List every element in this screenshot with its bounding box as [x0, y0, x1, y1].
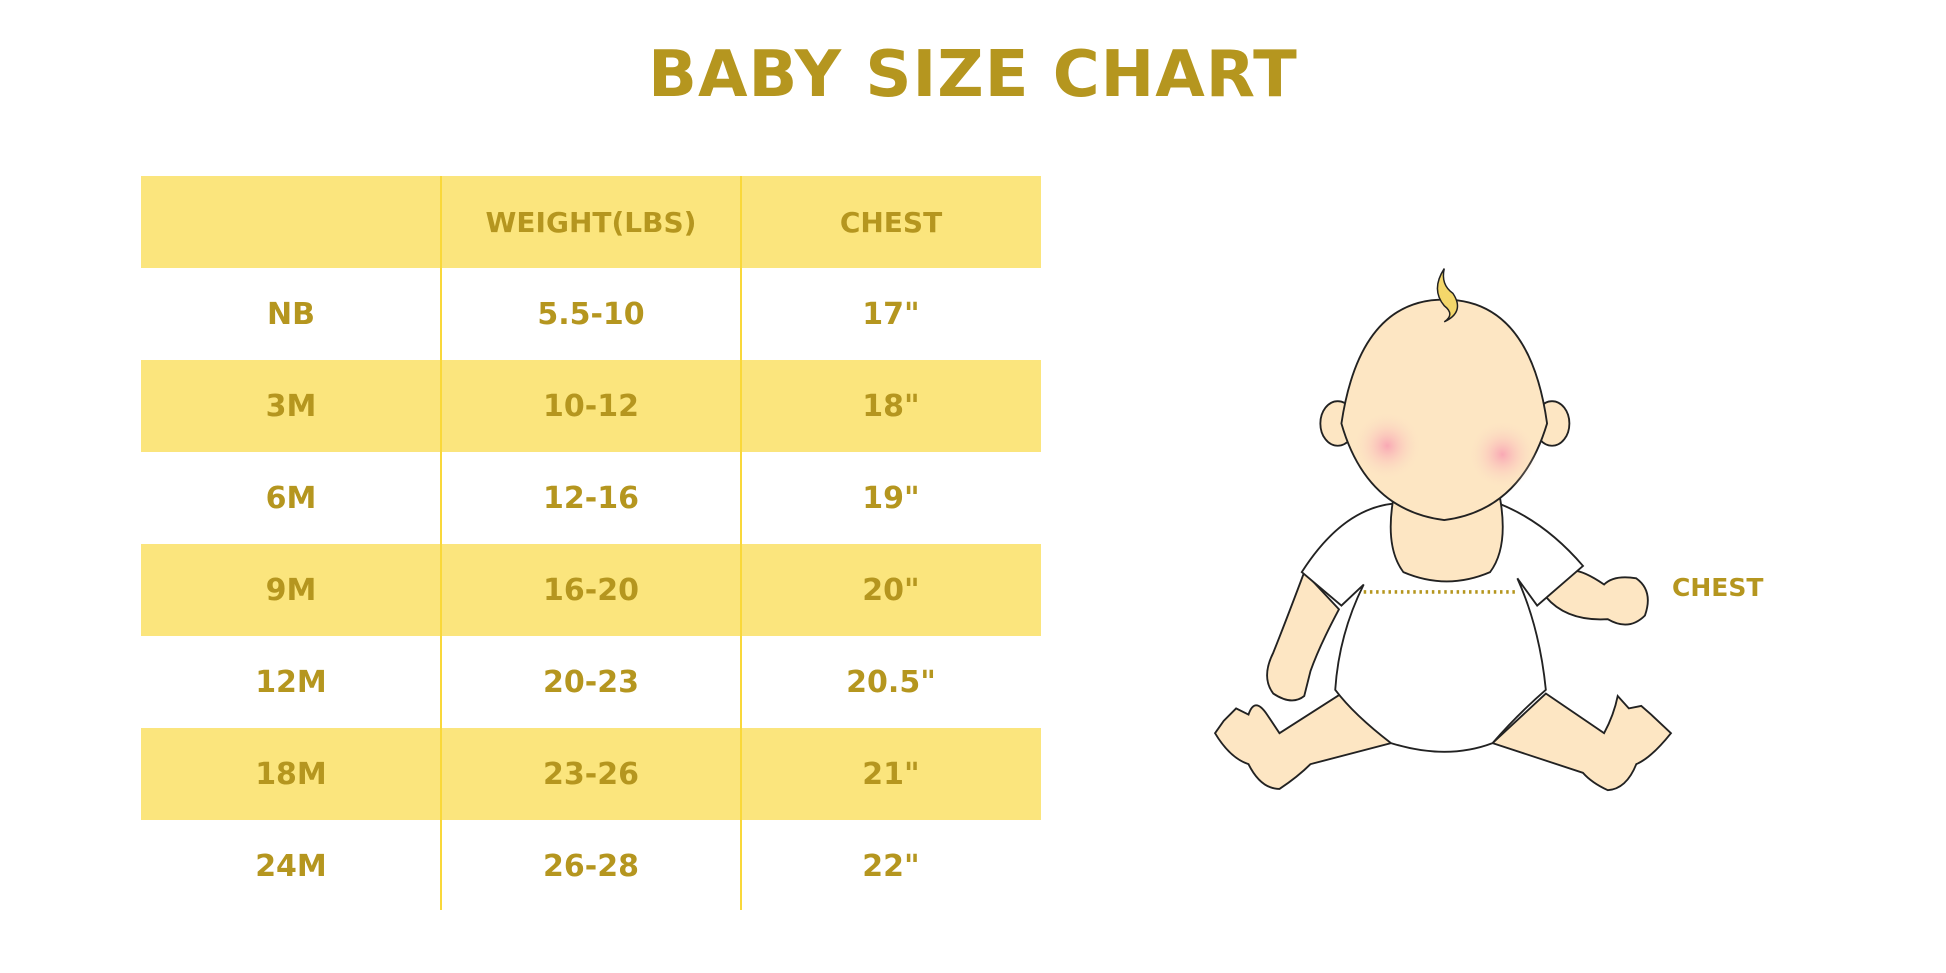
- chest-cell: 17": [862, 296, 920, 332]
- table-row: NB 5.5-10 17": [141, 268, 1041, 360]
- size-cell: 3M: [265, 388, 317, 424]
- chest-cell: 19": [862, 480, 920, 516]
- table-header-row: WEIGHT(LBS) CHEST: [141, 176, 1041, 268]
- chest-cell: 20": [862, 572, 920, 608]
- weight-cell: 26-28: [543, 848, 639, 884]
- page-title: BABY SIZE CHART: [648, 38, 1298, 112]
- weight-cell: 20-23: [543, 664, 639, 700]
- size-table: WEIGHT(LBS) CHEST NB 5.5-10 17" 3M 10-12…: [141, 176, 1041, 912]
- weight-cell: 5.5-10: [537, 296, 645, 332]
- size-cell: NB: [267, 296, 315, 332]
- size-cell: 12M: [255, 664, 327, 700]
- size-cell: 9M: [265, 572, 317, 608]
- weight-cell: 10-12: [543, 388, 639, 424]
- column-divider: [740, 176, 742, 910]
- size-cell: 24M: [255, 848, 327, 884]
- weight-cell: 12-16: [543, 480, 639, 516]
- header-chest: CHEST: [839, 205, 943, 239]
- baby-head: [1340, 298, 1549, 522]
- weight-cell: 23-26: [543, 756, 639, 792]
- weight-cell: 16-20: [543, 572, 639, 608]
- baby-illustration: [1213, 268, 1673, 792]
- size-cell: 18M: [255, 756, 327, 792]
- table-row: 24M 26-28 22": [141, 820, 1041, 912]
- onesie: [1300, 503, 1585, 753]
- table-row: 3M 10-12 18": [141, 360, 1041, 452]
- table-row: 18M 23-26 21": [141, 728, 1041, 820]
- table-row: 12M 20-23 20.5": [141, 636, 1041, 728]
- table-row: 6M 12-16 19": [141, 452, 1041, 544]
- size-cell: 6M: [265, 480, 317, 516]
- chest-cell: 21": [862, 756, 920, 792]
- column-divider: [440, 176, 442, 910]
- chest-label: CHEST: [1672, 573, 1764, 602]
- chest-cell: 20.5": [846, 664, 936, 700]
- chest-cell: 18": [862, 388, 920, 424]
- baby-body: [1213, 569, 1673, 792]
- hair-curl-icon: [1436, 268, 1459, 323]
- header-weight: WEIGHT(LBS): [485, 205, 697, 239]
- table-row: 9M 16-20 20": [141, 544, 1041, 636]
- header-size: [141, 176, 441, 268]
- chest-cell: 22": [862, 848, 920, 884]
